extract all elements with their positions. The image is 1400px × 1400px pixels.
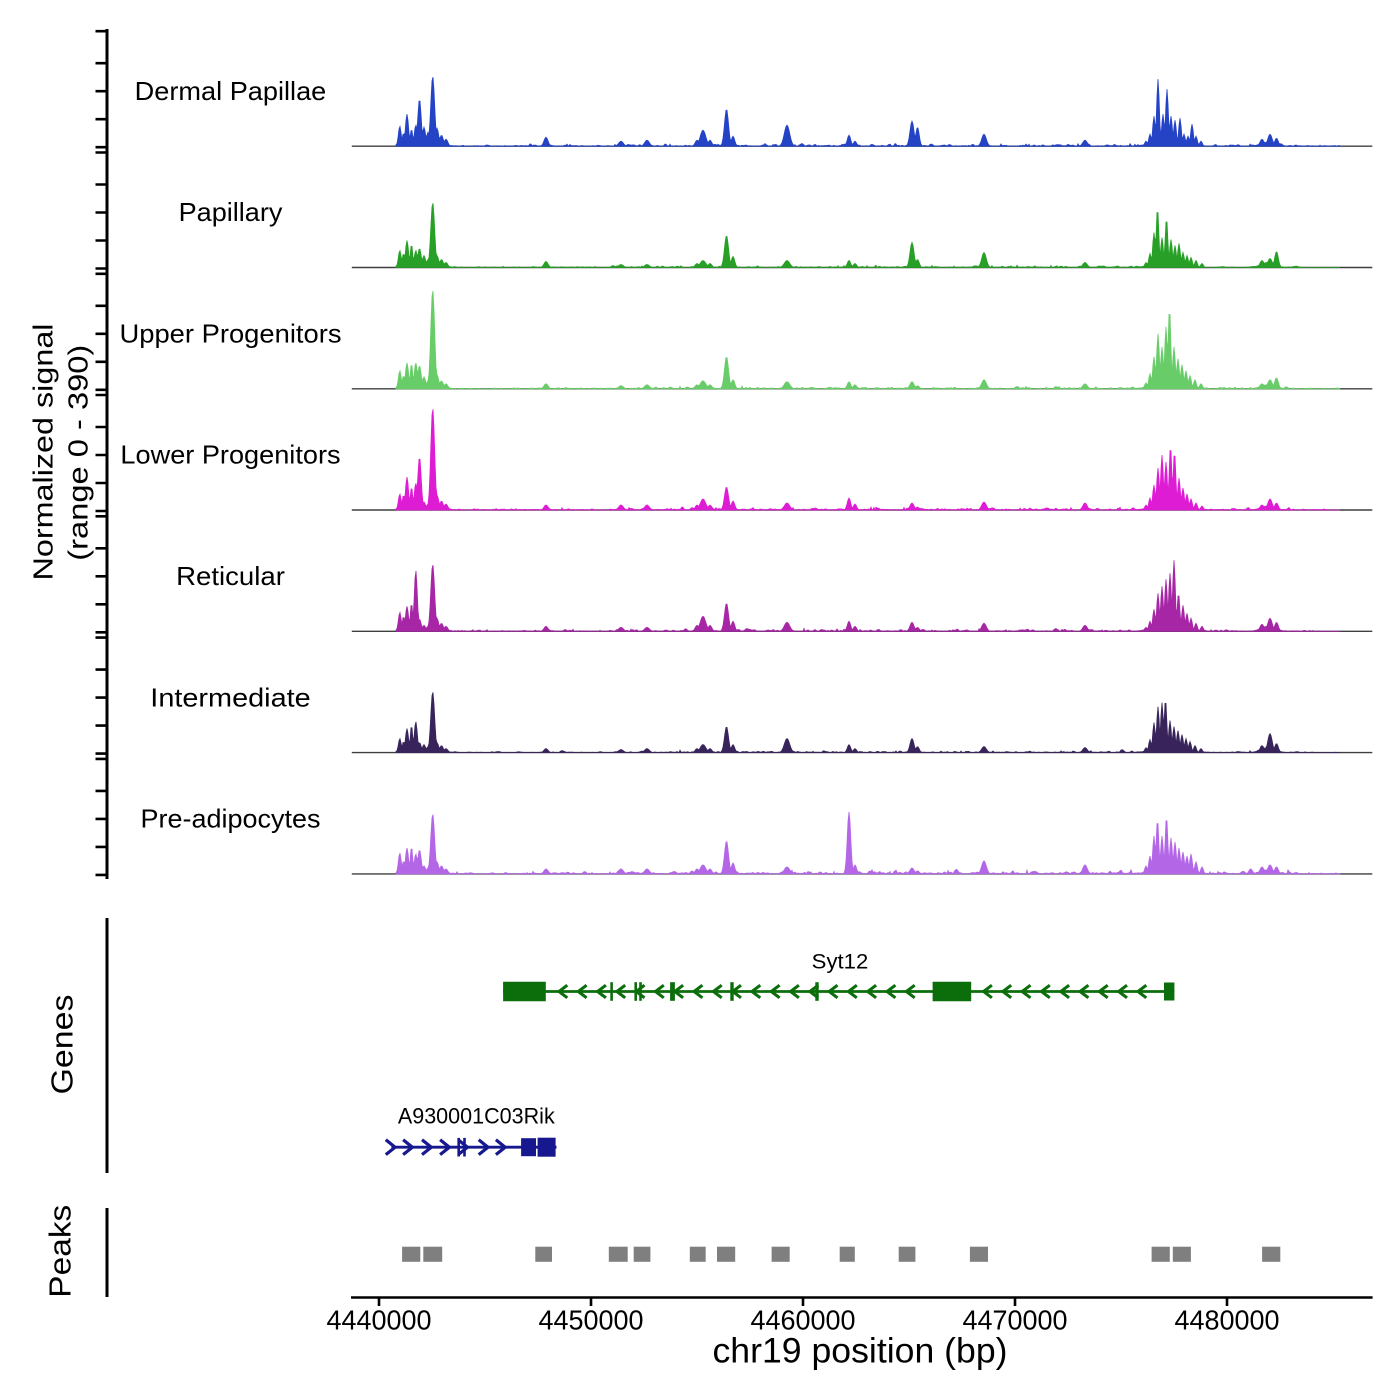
svg-text:Genes: Genes [44,995,79,1095]
svg-text:Papillary: Papillary [179,197,283,227]
svg-text:4480000: 4480000 [1175,1305,1280,1336]
svg-text:Syt12: Syt12 [812,950,869,973]
svg-text:4460000: 4460000 [751,1305,856,1336]
svg-text:(range 0 - 390): (range 0 - 390) [62,345,93,561]
svg-text:chr19 position (bp): chr19 position (bp) [713,1332,1008,1371]
svg-text:Reticular: Reticular [176,561,285,591]
svg-text:Pre-adipocytes: Pre-adipocytes [141,804,321,834]
svg-text:Lower Progenitors: Lower Progenitors [120,440,340,470]
svg-text:Normalized signal: Normalized signal [27,324,58,581]
svg-text:4450000: 4450000 [539,1305,644,1336]
svg-text:Upper Progenitors: Upper Progenitors [120,319,342,349]
svg-text:Peaks: Peaks [43,1205,78,1298]
svg-text:4440000: 4440000 [327,1305,432,1336]
svg-text:Dermal Papillae: Dermal Papillae [135,76,327,106]
svg-text:Intermediate: Intermediate [150,682,310,712]
svg-text:A930001C03Rik: A930001C03Rik [398,1104,556,1129]
svg-text:4470000: 4470000 [963,1305,1068,1336]
